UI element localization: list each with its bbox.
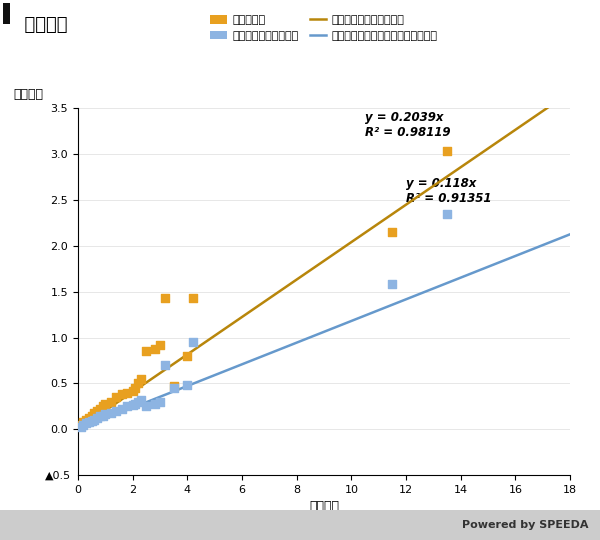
Point [106, 397, 116, 406]
Point [89, 408, 99, 417]
X-axis label: （兆円）: （兆円） [309, 501, 339, 514]
Point [155, 341, 165, 349]
Point [388, 280, 397, 288]
Point [101, 409, 110, 418]
Text: y = 0.118x
R² = 0.91351: y = 0.118x R² = 0.91351 [406, 177, 491, 205]
Point [89, 416, 99, 424]
Point [142, 402, 151, 411]
Text: Powered by SPEEDA: Powered by SPEEDA [461, 520, 588, 530]
Point [98, 402, 107, 411]
Point [161, 294, 170, 302]
Point [84, 414, 94, 423]
Point [87, 411, 97, 420]
Legend: 売上総利益, 販売費及び一般管理費, 線形近似（売上総利益）, 線形近似（販売費及び一般管理費）: 売上総利益, 販売費及び一般管理費, 線形近似（売上総利益）, 線形近似（販売費… [206, 11, 442, 45]
Point [87, 417, 97, 426]
Point [92, 414, 102, 423]
Point [128, 400, 137, 409]
Point [101, 399, 110, 408]
Point [117, 405, 127, 414]
Point [133, 379, 143, 388]
Point [79, 420, 88, 429]
Y-axis label: （兆円）: （兆円） [14, 87, 44, 100]
Point [442, 210, 452, 218]
Point [161, 361, 170, 369]
Text: y = 0.2039x
R² = 0.98119: y = 0.2039x R² = 0.98119 [365, 111, 451, 139]
Point [155, 397, 165, 406]
Point [112, 393, 121, 402]
Point [76, 422, 86, 431]
Point [76, 420, 86, 429]
Point [142, 347, 151, 356]
Point [150, 399, 160, 408]
Point [150, 344, 160, 353]
Point [128, 387, 137, 395]
Point [95, 405, 104, 414]
Point [131, 399, 140, 408]
Point [182, 381, 192, 389]
Point [188, 294, 197, 302]
Point [188, 338, 197, 347]
Text: 輸送機械: 輸送機械 [12, 16, 67, 34]
Point [117, 390, 127, 399]
Point [122, 402, 132, 411]
Point [442, 147, 452, 156]
Point [169, 383, 178, 392]
Point [112, 407, 121, 415]
Text: ▲0.5: ▲0.5 [45, 470, 71, 480]
FancyBboxPatch shape [0, 510, 600, 540]
Point [92, 407, 102, 415]
Point [95, 412, 104, 421]
Point [106, 408, 116, 417]
Point [169, 382, 178, 390]
Point [136, 375, 146, 383]
Point [182, 352, 192, 360]
Point [98, 411, 107, 420]
Point [82, 418, 91, 427]
Point [82, 416, 91, 424]
Point [131, 383, 140, 392]
Point [133, 397, 143, 406]
Point [122, 388, 132, 397]
Point [136, 396, 146, 404]
Point [84, 417, 94, 426]
Point [79, 417, 88, 426]
Point [388, 228, 397, 237]
